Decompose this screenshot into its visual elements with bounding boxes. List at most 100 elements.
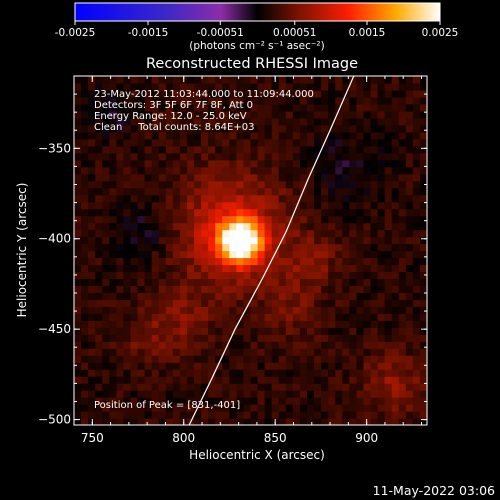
heatmap-cell bbox=[391, 404, 400, 412]
heatmap-cell bbox=[363, 271, 372, 280]
heatmap-cell bbox=[264, 376, 273, 384]
heatmap-cell bbox=[299, 285, 308, 293]
heatmap-cell bbox=[236, 138, 245, 147]
heatmap-cell bbox=[172, 334, 181, 342]
heatmap-cell bbox=[215, 131, 223, 140]
heatmap-cell bbox=[356, 89, 365, 98]
heatmap-cell bbox=[201, 362, 209, 370]
heatmap-cell bbox=[419, 271, 427, 280]
heatmap-cell bbox=[370, 82, 379, 91]
heatmap-cell bbox=[264, 306, 273, 314]
heatmap-cell bbox=[264, 166, 273, 175]
heatmap-cell bbox=[349, 376, 357, 384]
heatmap-cell bbox=[257, 152, 266, 161]
heatmap-cell bbox=[398, 313, 407, 321]
heatmap-cell bbox=[215, 355, 223, 363]
heatmap-cell bbox=[342, 236, 350, 245]
heatmap-cell bbox=[222, 250, 230, 259]
heatmap-cell bbox=[370, 166, 379, 175]
heatmap-cell bbox=[144, 159, 153, 168]
heatmap-cell bbox=[271, 369, 280, 377]
heatmap-cell bbox=[419, 313, 427, 321]
heatmap-cell bbox=[370, 278, 379, 286]
heatmap-cell bbox=[130, 313, 139, 321]
heatmap-cell bbox=[179, 369, 188, 377]
heatmap-cell bbox=[116, 110, 125, 119]
heatmap-cell bbox=[314, 138, 322, 147]
heatmap-cell bbox=[88, 383, 96, 391]
heatmap-cell bbox=[215, 82, 223, 91]
heatmap-cell bbox=[172, 348, 181, 356]
heatmap-cell bbox=[285, 369, 294, 377]
heatmap-cell bbox=[179, 103, 188, 112]
heatmap-cell bbox=[342, 278, 350, 286]
heatmap-cell bbox=[377, 82, 386, 91]
heatmap-cell bbox=[285, 201, 294, 210]
heatmap-cell bbox=[271, 243, 280, 252]
heatmap-cell bbox=[377, 348, 386, 356]
heatmap-cell bbox=[328, 229, 336, 238]
heatmap-cell bbox=[186, 82, 195, 91]
heatmap-cell bbox=[208, 390, 216, 398]
heatmap-cell bbox=[151, 208, 160, 217]
heatmap-cell bbox=[116, 320, 125, 328]
heatmap-cell bbox=[285, 292, 294, 300]
heatmap-cell bbox=[229, 180, 237, 189]
heatmap-cell bbox=[363, 355, 372, 363]
heatmap-cell bbox=[292, 320, 301, 328]
heatmap-cell bbox=[158, 215, 167, 224]
heatmap-cell bbox=[95, 208, 103, 217]
heatmap-cell bbox=[172, 145, 181, 154]
heatmap-cell bbox=[391, 250, 400, 259]
heatmap-cell bbox=[321, 376, 329, 384]
heatmap-cell bbox=[250, 362, 259, 370]
heatmap-cell bbox=[271, 152, 280, 161]
heatmap-cell bbox=[172, 96, 181, 105]
heatmap-cell bbox=[151, 215, 160, 224]
heatmap-cell bbox=[391, 334, 400, 342]
heatmap-cell bbox=[335, 96, 343, 105]
heatmap-cell bbox=[264, 96, 273, 105]
heatmap-cell bbox=[306, 341, 315, 349]
heatmap-cell bbox=[405, 411, 414, 419]
heatmap-cell bbox=[222, 341, 230, 349]
heatmap-cell bbox=[292, 376, 301, 384]
heatmap-cell bbox=[278, 229, 287, 238]
heatmap-cell bbox=[172, 383, 181, 391]
heatmap-cell bbox=[370, 341, 379, 349]
heatmap-cell bbox=[222, 376, 230, 384]
heatmap-cell bbox=[109, 404, 117, 412]
heatmap-cell bbox=[412, 215, 421, 224]
heatmap-cell bbox=[81, 418, 89, 425]
heatmap-cell bbox=[201, 278, 209, 286]
colorbar-tick-label: 0.0025 bbox=[422, 27, 459, 39]
heatmap-cell bbox=[236, 152, 245, 161]
heatmap-cell bbox=[335, 222, 343, 231]
heatmap-cell bbox=[229, 411, 237, 419]
heatmap-cell bbox=[370, 236, 379, 245]
heatmap-cell bbox=[95, 110, 103, 119]
heatmap-cell bbox=[328, 215, 336, 224]
heatmap-cell bbox=[299, 257, 308, 266]
heatmap-cell bbox=[222, 194, 230, 203]
heatmap-cell bbox=[398, 215, 407, 224]
heatmap-cell bbox=[419, 306, 427, 314]
heatmap-cell bbox=[130, 397, 139, 405]
heatmap-cell bbox=[95, 222, 103, 231]
heatmap-cell bbox=[81, 320, 89, 328]
heatmap-cell bbox=[74, 103, 82, 112]
heatmap-cell bbox=[264, 327, 273, 335]
heatmap-cell bbox=[158, 236, 167, 245]
heatmap-cell bbox=[144, 82, 153, 91]
heatmap-cell bbox=[299, 334, 308, 342]
heatmap-cell bbox=[271, 285, 280, 293]
heatmap-cell bbox=[215, 320, 223, 328]
heatmap-cell bbox=[222, 271, 230, 280]
heatmap-cell bbox=[186, 208, 195, 217]
heatmap-cell bbox=[285, 117, 294, 126]
chart-title: Reconstructed RHESSI Image bbox=[146, 56, 358, 72]
heatmap-cell bbox=[285, 271, 294, 280]
heatmap-cell bbox=[208, 159, 216, 168]
heatmap-cell bbox=[194, 334, 202, 342]
heatmap-cell bbox=[102, 229, 110, 238]
